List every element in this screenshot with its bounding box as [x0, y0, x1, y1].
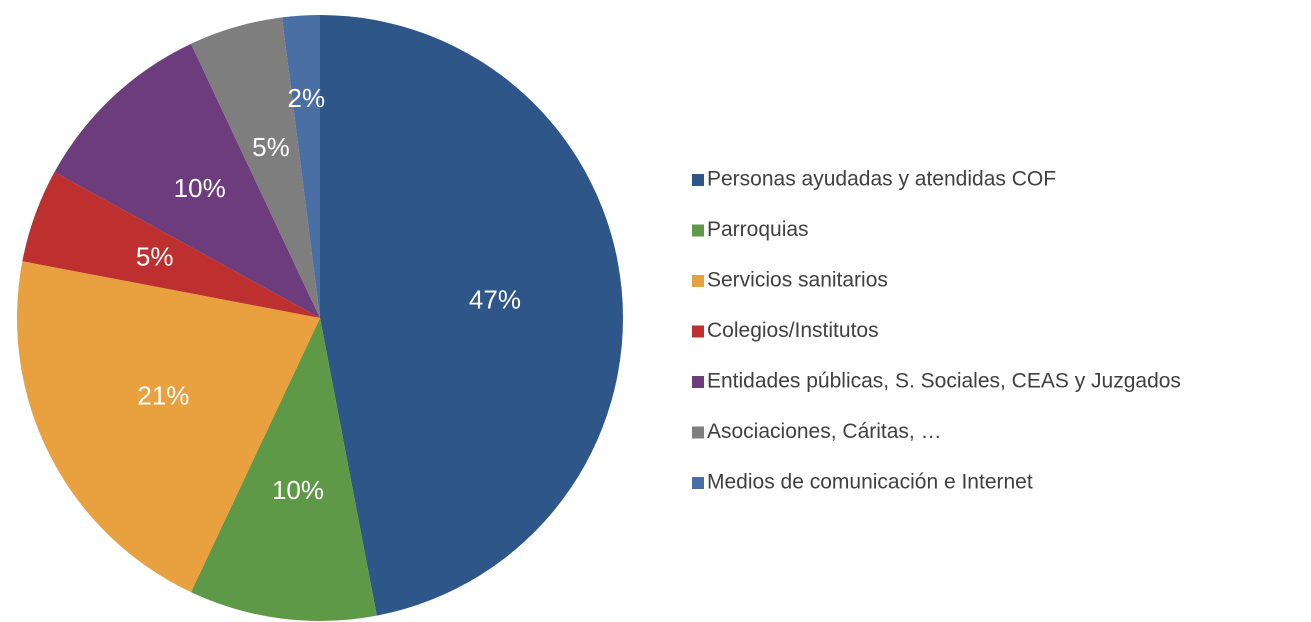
- slice-label: 10%: [272, 475, 324, 505]
- legend-swatch: [692, 275, 704, 287]
- legend-label: Entidades públicas, S. Sociales, CEAS y …: [707, 370, 1181, 393]
- legend-swatch: [692, 325, 704, 338]
- slice-label: 21%: [137, 381, 189, 411]
- pie-slice: [320, 15, 624, 616]
- legend-swatch: [692, 477, 704, 489]
- legend-label: Medios de comunicación e Internet: [707, 471, 1033, 494]
- legend-swatch: [692, 376, 704, 388]
- legend-swatch: [692, 174, 704, 186]
- pie-slice: [54, 43, 321, 318]
- pie-slice: [16, 261, 320, 593]
- pie-slice: [190, 17, 320, 318]
- pie-slice: [282, 15, 320, 318]
- slice-label: 47%: [469, 284, 521, 314]
- pie-slice: [22, 172, 320, 318]
- legend-label: Personas ayudadas y atendidas COF: [707, 168, 1056, 191]
- slice-label: 5%: [136, 241, 174, 271]
- legend-label: Asociaciones, Cáritas, …: [707, 420, 942, 443]
- legend-swatch: [692, 224, 704, 237]
- legend-label: Colegios/Institutos: [707, 319, 879, 342]
- slice-label: 10%: [174, 173, 226, 203]
- slice-label: 2%: [288, 83, 326, 113]
- legend-label: Parroquias: [707, 218, 809, 241]
- slice-label: 5%: [252, 132, 290, 162]
- legend-label: Servicios sanitarios: [707, 269, 888, 292]
- pie-slice: [190, 318, 377, 622]
- legend-swatch: [692, 426, 704, 439]
